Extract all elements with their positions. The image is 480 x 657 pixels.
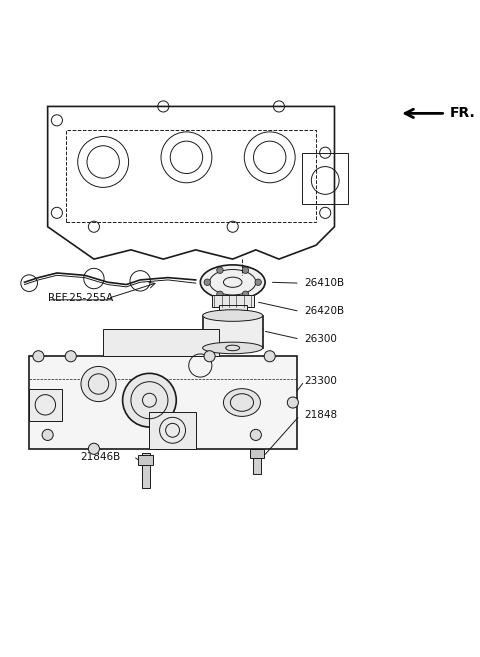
- Circle shape: [242, 291, 249, 298]
- Text: 26410B: 26410B: [304, 278, 345, 288]
- Ellipse shape: [200, 265, 265, 300]
- Bar: [250, 449, 264, 458]
- Ellipse shape: [203, 309, 263, 321]
- Circle shape: [122, 373, 176, 427]
- Bar: [29, 356, 298, 449]
- Bar: [212, 295, 253, 307]
- Circle shape: [65, 351, 76, 362]
- Circle shape: [217, 267, 223, 273]
- Bar: [149, 412, 196, 449]
- Bar: [203, 315, 263, 348]
- Circle shape: [81, 367, 116, 401]
- Text: 26300: 26300: [304, 334, 337, 344]
- Circle shape: [217, 291, 223, 298]
- Circle shape: [88, 443, 99, 455]
- Text: 21846B: 21846B: [80, 451, 120, 462]
- Circle shape: [288, 397, 299, 408]
- Bar: [142, 453, 150, 488]
- Ellipse shape: [203, 342, 263, 353]
- Circle shape: [250, 430, 262, 440]
- Text: FR.: FR.: [450, 106, 476, 120]
- Text: REF.25-255A: REF.25-255A: [48, 294, 113, 304]
- Circle shape: [33, 351, 44, 362]
- Circle shape: [255, 279, 262, 286]
- Bar: [252, 449, 261, 474]
- Circle shape: [42, 430, 53, 440]
- Text: 26420B: 26420B: [304, 306, 345, 317]
- Circle shape: [264, 351, 275, 362]
- Ellipse shape: [224, 389, 261, 417]
- Circle shape: [242, 267, 249, 273]
- Bar: [219, 306, 247, 310]
- Bar: [103, 328, 219, 356]
- Bar: [29, 389, 61, 421]
- Circle shape: [204, 351, 215, 362]
- Circle shape: [204, 279, 211, 286]
- Bar: [66, 129, 316, 222]
- Bar: [138, 455, 153, 465]
- Text: 21848: 21848: [304, 411, 337, 420]
- Text: 23300: 23300: [304, 376, 337, 386]
